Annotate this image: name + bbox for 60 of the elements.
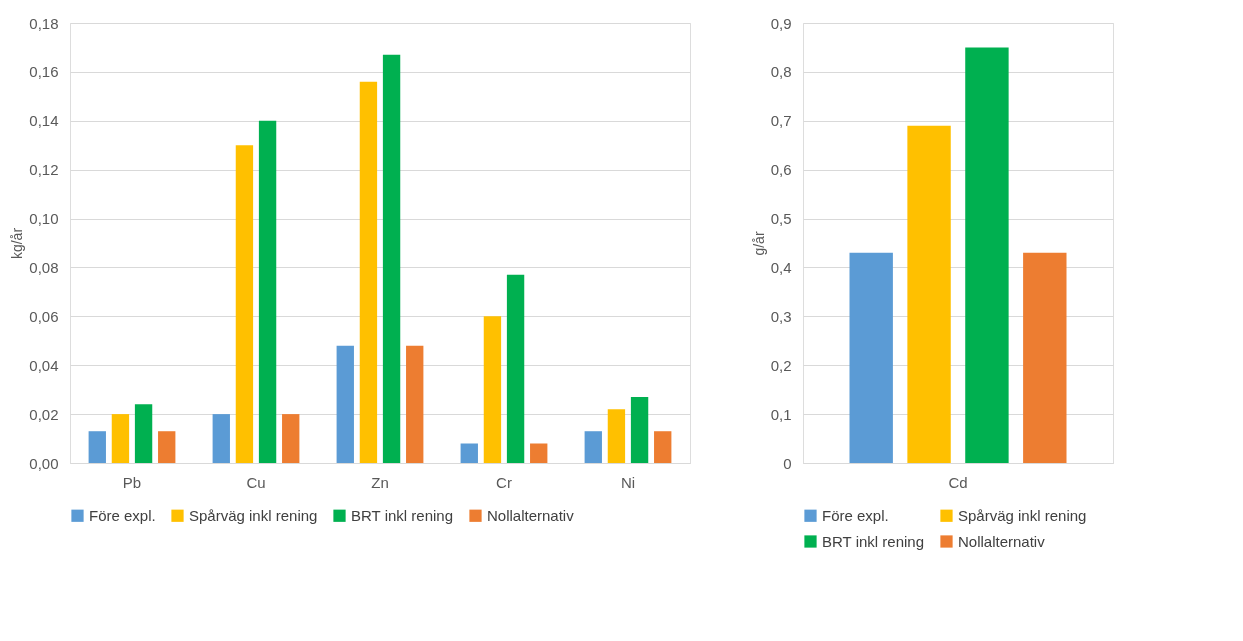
bar (134, 404, 153, 463)
y-tick-label: 0,02 (29, 405, 59, 423)
bar (654, 431, 672, 463)
bar (965, 47, 1009, 463)
bar (607, 409, 626, 463)
legend-label: BRT inkl rening (822, 532, 924, 550)
x-tick-label: Cd (948, 473, 968, 491)
bar (235, 145, 254, 463)
bar (359, 81, 378, 463)
bar (212, 414, 230, 463)
bar (849, 252, 893, 463)
legend-label: Nollalternativ (958, 532, 1046, 550)
bar (88, 431, 106, 463)
y-tick-label: 0,18 (29, 14, 59, 32)
y-tick-label: 0,16 (29, 63, 59, 81)
y-tick-label: 0,06 (29, 307, 59, 325)
bar (158, 431, 176, 463)
bar (382, 54, 401, 463)
bar (483, 316, 502, 463)
y-tick-label: 0,12 (29, 161, 59, 179)
legend-label: Spårväg inkl rening (189, 506, 318, 524)
y-tick-label: 0 (783, 454, 792, 472)
bar (584, 431, 602, 463)
bar (506, 274, 525, 463)
y-tick-label: 0,1 (770, 405, 792, 423)
y-tick-label: 0,5 (770, 210, 792, 228)
legend-label: Spårväg inkl rening (958, 506, 1087, 524)
bar (336, 345, 354, 463)
y-tick-label: 0,00 (29, 454, 59, 472)
x-tick-label: Pb (122, 473, 142, 491)
bar (530, 443, 548, 463)
bar (1023, 252, 1067, 463)
legend-label: Nollalternativ (487, 506, 575, 524)
bar (630, 397, 649, 463)
y-tick-label: 0,2 (770, 356, 792, 374)
y-tick-label: 0,3 (770, 307, 792, 325)
bar (111, 414, 130, 463)
legend-label: BRT inkl rening (351, 506, 453, 524)
bar (282, 414, 300, 463)
y-tick-label: 0,8 (770, 63, 792, 81)
y-tick-label: 0,6 (770, 161, 792, 179)
bar (460, 443, 478, 463)
y-tick-label: 0,14 (29, 112, 59, 130)
x-tick-label: Ni (620, 473, 636, 491)
y-tick-label: 0,7 (770, 112, 792, 130)
legend-label: Före expl. (822, 506, 889, 524)
bar (406, 345, 424, 463)
y-axis-title: g/år (750, 231, 767, 256)
bar (258, 120, 277, 463)
y-tick-label: 0,08 (29, 258, 59, 276)
x-tick-label: Zn (371, 473, 389, 491)
legend-label: Före expl. (89, 506, 156, 524)
bar (907, 125, 951, 463)
y-tick-label: 0,9 (770, 14, 792, 32)
y-tick-label: 0,10 (29, 210, 59, 228)
y-tick-label: 0,4 (770, 258, 792, 276)
y-tick-label: 0,04 (29, 356, 59, 374)
y-axis-title: kg/år (9, 227, 26, 260)
x-tick-label: Cu (246, 473, 266, 491)
x-tick-label: Cr (496, 473, 512, 491)
